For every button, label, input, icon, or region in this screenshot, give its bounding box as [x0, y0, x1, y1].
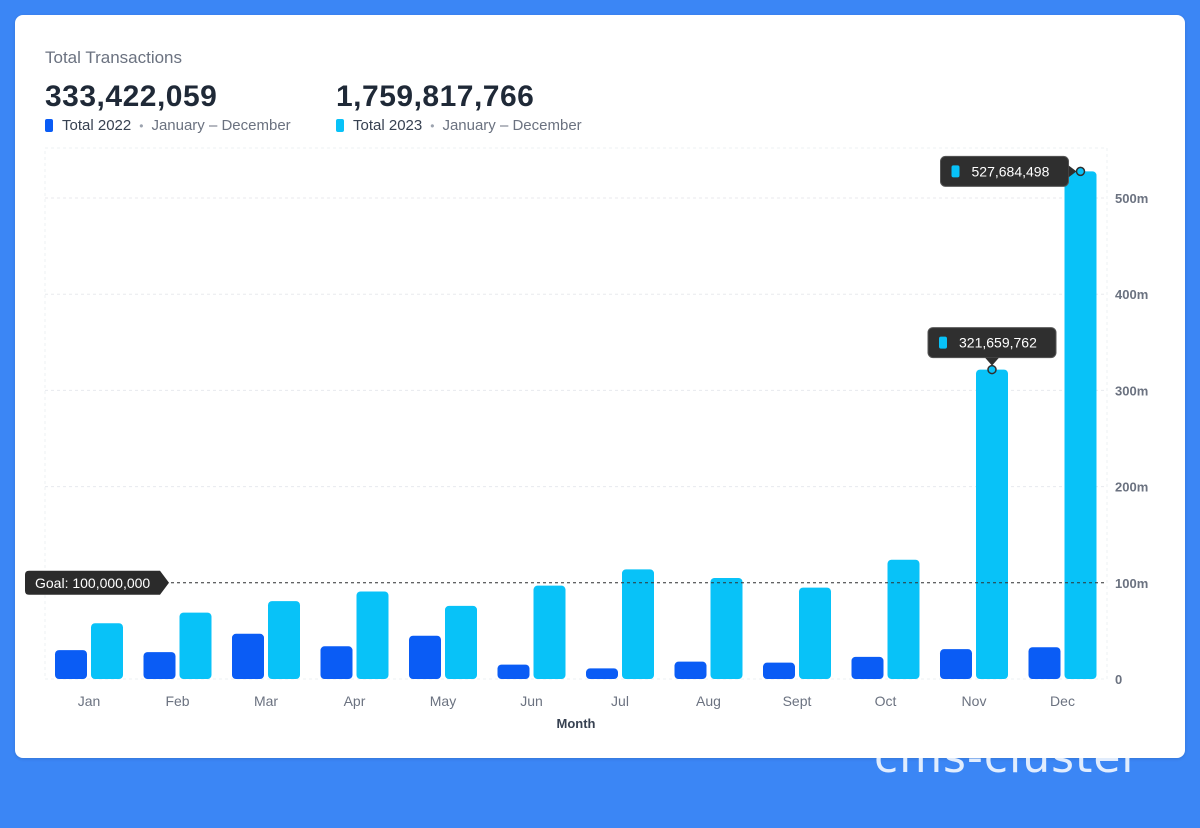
x-tick-label: Dec [1050, 693, 1075, 709]
bar-2022-mar [232, 633, 264, 679]
x-tick-label: Aug [696, 693, 721, 709]
goal-label: Goal: 100,000,000 [35, 575, 150, 591]
bar-2022-jan [55, 650, 87, 679]
bar-2022-jun [497, 664, 530, 679]
x-tick-label: Jan [78, 693, 101, 709]
bar-2023-sept [799, 587, 831, 679]
x-axis-title: Month [557, 716, 596, 731]
bar-2023-jun [533, 585, 566, 679]
tooltip-pointer [985, 357, 999, 366]
bar-2022-dec [1028, 647, 1061, 679]
tooltip-point [987, 364, 997, 375]
total-2022-block: 333,422,059 Total 2022 • January – Decem… [45, 79, 291, 134]
x-tick-label: Nov [962, 693, 987, 709]
x-tick-label: Apr [344, 693, 366, 709]
bar-2023-jul [622, 569, 654, 679]
y-tick-label: 400m [1115, 287, 1148, 302]
plot-frame [44, 147, 1108, 680]
bar-2022-apr [320, 646, 353, 679]
legend-2022-swatch [45, 119, 53, 132]
bar-2023-feb [179, 612, 212, 679]
y-tick-label: 300m [1115, 383, 1148, 398]
legend-2022-range: January – December [151, 117, 291, 134]
bar-2023-nov [976, 369, 1008, 679]
total-2023-block: 1,759,817,766 Total 2023 • January – Dec… [336, 79, 582, 134]
legend-separator: • [430, 118, 435, 133]
legend-2023-range: January – December [442, 117, 582, 134]
x-tick-label: May [430, 693, 456, 709]
bar-2022-jul [586, 668, 618, 679]
bar-2023-oct [887, 559, 920, 679]
legend-2023-swatch [336, 119, 344, 132]
x-tick-label: Feb [165, 693, 189, 709]
tooltip-point [1075, 166, 1086, 177]
bar-2022-nov [940, 649, 972, 679]
y-tick-label: 100m [1115, 576, 1148, 591]
x-tick-label: Jun [520, 693, 543, 709]
bar-2023-apr [356, 591, 389, 679]
goal-label-bg [25, 570, 169, 595]
bar-2022-aug [674, 661, 707, 679]
bar-2023-aug [710, 577, 743, 679]
x-tick-label: Mar [254, 693, 278, 709]
y-tick-label: 500m [1115, 191, 1148, 206]
tooltip-pointer [1068, 165, 1077, 178]
tooltip-value: 527,684,498 [972, 163, 1050, 179]
bar-2022-feb [143, 652, 176, 679]
legend-2022[interactable]: Total 2022 • January – December [45, 117, 291, 134]
total-2023-value: 1,759,817,766 [336, 80, 535, 113]
legend-2023-label: Total 2023 [353, 117, 423, 134]
bar-2023-may [445, 605, 477, 679]
bar-2023-dec [1064, 171, 1097, 680]
tooltip-swatch [951, 165, 960, 178]
bar-chart: 0 100m 200m 300m 400m 500m Jan Feb Mar Apr May Jun J… [25, 147, 1148, 731]
chart-card: Total Transactions 333,422,059 Total 202… [15, 15, 1185, 758]
y-tick-label: 200m [1115, 480, 1148, 495]
bar-2023-mar [268, 601, 300, 679]
total-2022-value: 333,422,059 [45, 80, 218, 113]
x-tick-label: Sept [783, 693, 812, 709]
y-tick-label: 0 [1115, 672, 1122, 687]
tooltip-value: 321,659,762 [959, 335, 1037, 351]
watermark-text: cms-cluster [874, 732, 1141, 782]
legend-2023[interactable]: Total 2023 • January – December [336, 117, 582, 134]
legend-separator: • [139, 118, 144, 133]
bar-2023-jan [91, 623, 123, 679]
tooltip-swatch [939, 336, 947, 349]
bar-2022-sept [763, 662, 795, 679]
x-tick-label: Jul [611, 693, 629, 709]
chart-title: Total Transactions [45, 48, 183, 67]
bar-2022-may [409, 635, 441, 679]
x-tick-label: Oct [875, 693, 897, 709]
bar-2022-oct [851, 656, 884, 679]
legend-2022-label: Total 2022 [62, 117, 132, 134]
